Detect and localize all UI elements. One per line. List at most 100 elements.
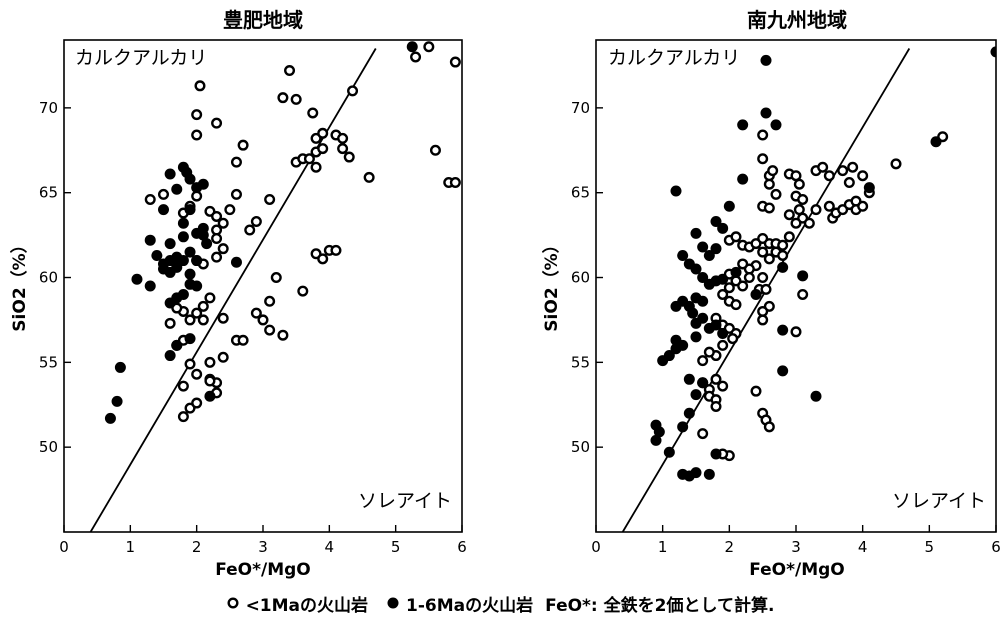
data-point-filled: [204, 390, 216, 402]
data-point-open: [449, 177, 461, 189]
data-point-open: [790, 326, 802, 338]
open-circle-legend-icon: [227, 597, 239, 609]
data-point-filled: [670, 343, 682, 355]
legend: <1Maの火山岩 1-6Maの火山岩 FeO*: 全鉄を2価として計算.: [0, 588, 1000, 618]
data-point-open: [410, 51, 422, 63]
data-point-filled: [171, 339, 183, 351]
data-point-open: [710, 400, 722, 412]
data-point-filled: [690, 389, 702, 401]
data-point-open: [277, 92, 289, 104]
data-point-filled: [177, 217, 189, 229]
data-point-open: [429, 144, 441, 156]
data-point-open: [760, 283, 772, 295]
data-point-filled: [406, 41, 418, 53]
figure: 豊肥地域 カルクアルカリ ソレアイト FeO*/MgO SiO2（%） 0 1 2 3…: [9, 8, 1000, 580]
data-point-filled: [230, 256, 242, 268]
data-point-filled: [197, 178, 209, 190]
region-label-calc-alkaline: カルクアルカリ: [608, 47, 740, 69]
data-point-filled: [930, 136, 942, 148]
chart-hohi: 豊肥地域 カルクアルカリ ソレアイト FeO*/MgO SiO2（%） 0 1 2 3…: [9, 8, 467, 580]
data-point-open: [250, 307, 262, 319]
data-point-filled: [717, 273, 729, 285]
data-point-open: [777, 249, 789, 261]
data-point-open: [197, 314, 209, 326]
data-point-filled: [184, 246, 196, 258]
data-point-open: [164, 317, 176, 329]
data-point-open: [250, 216, 262, 228]
data-point-filled: [191, 255, 203, 267]
data-point-open: [797, 288, 809, 300]
y-tick-label: 60: [39, 269, 58, 287]
x-tick-label: 0: [59, 538, 69, 556]
data-point-open: [757, 272, 769, 284]
y-axis-label: SiO2（%）: [9, 236, 30, 331]
x-tick-label: 2: [192, 538, 202, 556]
data-point-open: [730, 231, 742, 243]
data-point-filled: [184, 333, 196, 345]
data-point-open: [777, 239, 789, 251]
data-point-open: [730, 299, 742, 311]
data-point-open: [847, 161, 859, 173]
data-point-open: [257, 314, 269, 326]
data-point-open: [177, 411, 189, 423]
x-tick-label: 4: [858, 538, 868, 556]
x-tick-label: 6: [991, 538, 1000, 556]
data-point-open: [290, 93, 302, 105]
data-point-filled: [191, 280, 203, 292]
data-point-open: [837, 165, 849, 177]
data-point-filled: [171, 261, 183, 273]
data-point-open: [817, 161, 829, 173]
data-point-filled: [730, 266, 742, 278]
y-tick-label: 65: [39, 184, 58, 202]
data-point-filled: [863, 182, 875, 194]
data-point-open: [757, 246, 769, 258]
data-point-filled: [710, 319, 722, 331]
data-point-open: [710, 373, 722, 385]
data-point-open: [211, 210, 223, 222]
chart-title: 豊肥地域: [223, 8, 303, 32]
data-point-filled: [197, 229, 209, 241]
data-point-filled: [697, 295, 709, 307]
boundary-line: [89, 48, 377, 532]
data-point-filled: [164, 168, 176, 180]
data-point-open: [697, 428, 709, 440]
data-point-open: [264, 295, 276, 307]
data-point-open: [857, 200, 869, 212]
data-point-open: [317, 127, 329, 139]
data-point-filled: [703, 468, 715, 480]
data-point-filled: [650, 434, 662, 446]
plot-area: [89, 41, 461, 532]
data-point-open: [191, 129, 203, 141]
x-tick-label: 5: [391, 538, 401, 556]
data-point-filled: [164, 238, 176, 250]
data-point-filled: [690, 331, 702, 343]
x-tick-label: 0: [591, 538, 601, 556]
data-point-filled: [158, 204, 169, 216]
data-point-open: [310, 161, 322, 173]
data-point-open: [763, 253, 775, 265]
data-point-open: [204, 292, 216, 304]
data-point-filled: [104, 412, 116, 424]
data-point-open: [343, 151, 355, 163]
data-point-open: [307, 107, 319, 119]
data-point-open: [284, 65, 296, 77]
data-point-filled: [717, 328, 729, 340]
data-point-open: [423, 41, 435, 53]
data-point-open: [743, 272, 755, 284]
legend-label-open: <1Maの火山岩: [245, 595, 369, 616]
data-point-filled: [697, 312, 709, 324]
y-tick-label: 65: [571, 184, 590, 202]
data-point-filled: [703, 249, 715, 261]
data-point-open: [217, 243, 229, 255]
data-point-open: [757, 129, 769, 141]
data-point-filled: [677, 249, 689, 261]
data-point-open: [191, 397, 203, 409]
y-tick-label: 50: [39, 438, 58, 456]
data-point-filled: [164, 297, 176, 309]
data-point-open: [337, 143, 349, 155]
data-point-filled: [710, 243, 722, 255]
data-point-open: [717, 339, 729, 351]
legend-label-filled: 1-6Maの火山岩: [406, 595, 534, 616]
data-point-filled: [777, 365, 789, 377]
data-point-open: [347, 85, 359, 97]
